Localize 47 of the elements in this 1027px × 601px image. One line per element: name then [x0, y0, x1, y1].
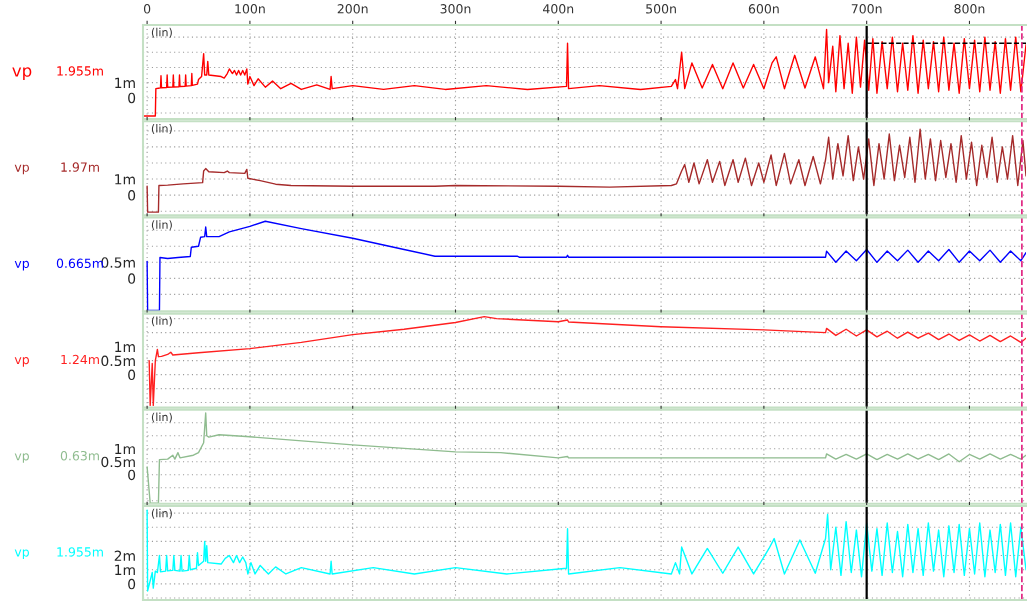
y-tick-label: 0	[128, 578, 136, 590]
y-tick-label: 1m	[115, 443, 135, 455]
line-series	[146, 412, 1026, 504]
line-series	[146, 509, 1026, 592]
text: 0.665m	[56, 258, 103, 269]
annotation: (lin)	[151, 124, 172, 134]
x-tick-label: 700n	[851, 4, 882, 14]
text: 0.63m	[60, 450, 99, 461]
y-tick-label: 0	[128, 369, 136, 381]
annotation: (lin)	[151, 220, 172, 231]
y-tick-label: 1m	[115, 341, 135, 352]
y-tick-label: 0	[128, 92, 136, 104]
text: 1.97m	[61, 162, 99, 172]
y-tick-label: 0	[128, 273, 136, 284]
text: vp	[14, 453, 29, 463]
y-tick-label: 1m	[115, 77, 135, 88]
text: vp	[14, 260, 29, 271]
line-series	[148, 315, 1026, 407]
line-series	[146, 220, 1026, 312]
text: vp	[14, 357, 29, 367]
text: 1.955m	[57, 547, 103, 557]
x-tick-label: 100n	[235, 4, 265, 14]
annotation: (lin)	[151, 508, 172, 519]
y-tick-label: 0.5m	[101, 456, 135, 468]
x-tick-label: 500n	[646, 4, 676, 14]
x-tick-label: 800n	[954, 4, 985, 14]
y-tick-label: 0.5m	[101, 257, 135, 268]
annotation: (lin)	[151, 412, 172, 423]
annotation: (lin)	[151, 27, 172, 38]
y-tick-label: 0	[128, 190, 136, 201]
text: 1.24m	[61, 354, 99, 365]
x-tick-label: 0	[143, 4, 151, 14]
text: vp	[14, 549, 29, 560]
x-tick-label: 400n	[543, 4, 574, 14]
x-tick-label: 300n	[440, 4, 471, 14]
line-series	[143, 28, 1026, 117]
text: 1.955m	[57, 66, 103, 76]
x-tick-label: 600n	[748, 4, 779, 14]
y-tick-label: 1m	[115, 564, 135, 575]
y-tick-label: 1m	[115, 174, 135, 185]
annotation: (lin)	[151, 316, 172, 327]
text: vp	[12, 67, 32, 81]
text: vp	[14, 164, 29, 175]
y-tick-label: 2m	[114, 550, 135, 561]
y-tick-label: 0.5m	[101, 355, 135, 367]
x-tick-label: 200n	[337, 4, 368, 14]
y-tick-label: 0	[128, 469, 136, 481]
